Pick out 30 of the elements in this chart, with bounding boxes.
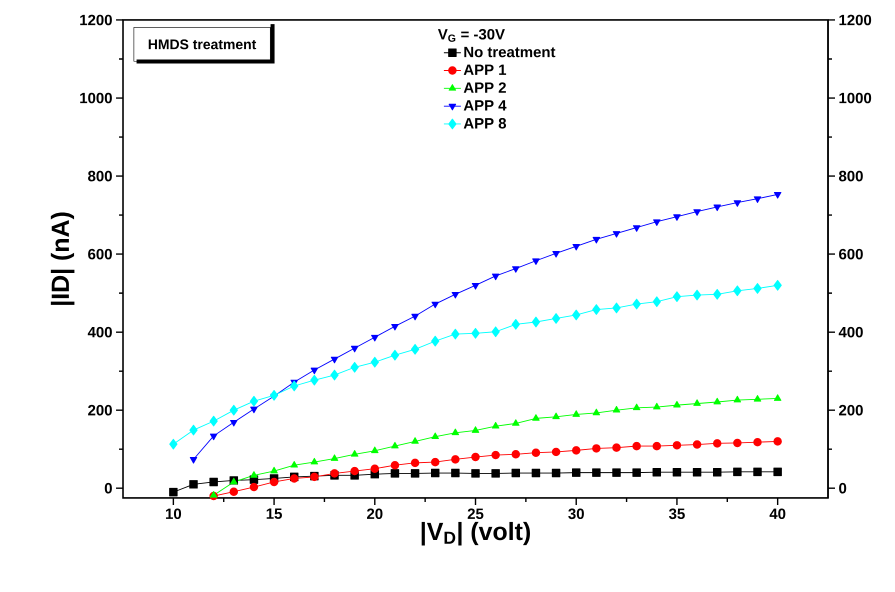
x-tick-label: 30: [568, 508, 584, 520]
x-tick-label: 40: [770, 508, 786, 520]
annotation: HMDS treatment: [148, 39, 256, 50]
y-tick-label: 400: [88, 326, 112, 338]
y2-tick-label: 600: [839, 248, 863, 260]
y-axis-title: |ID| (nA): [50, 212, 74, 305]
y-tick-label: 600: [88, 248, 112, 260]
legend-label: APP 4: [464, 100, 506, 111]
y2-tick-label: 400: [838, 326, 863, 338]
y-tick-label: 800: [88, 170, 112, 182]
x-axis-title: |V$_{D}$| (volt): [422, 522, 530, 546]
y2-tick-label: 800: [838, 170, 863, 182]
x-tick-label: 15: [266, 508, 282, 519]
x-tick-label: 35: [668, 508, 685, 520]
y-tick-label: 1000: [80, 92, 112, 104]
legend-label: APP 2: [464, 82, 506, 93]
y-tick-label: 1200: [80, 14, 112, 26]
y-tick-label: 200: [88, 404, 112, 416]
x-tick-label: 20: [367, 508, 382, 520]
legend-label: APP 8: [464, 118, 506, 129]
x-tick-label: 10: [166, 508, 182, 520]
y-tick-label: 0: [104, 482, 112, 494]
y2-tick-label: 1000: [839, 92, 872, 104]
y2-tick-label: 0: [839, 482, 846, 494]
y2-tick-label: 200: [839, 404, 863, 416]
legend-label: No treatment: [464, 46, 556, 58]
x-tick-label: 25: [468, 508, 484, 520]
legend-label: APP 1: [464, 64, 506, 75]
y2-tick-label: 1200: [839, 14, 872, 26]
legend-title: V$_{G}$ = -30V: [438, 28, 505, 42]
